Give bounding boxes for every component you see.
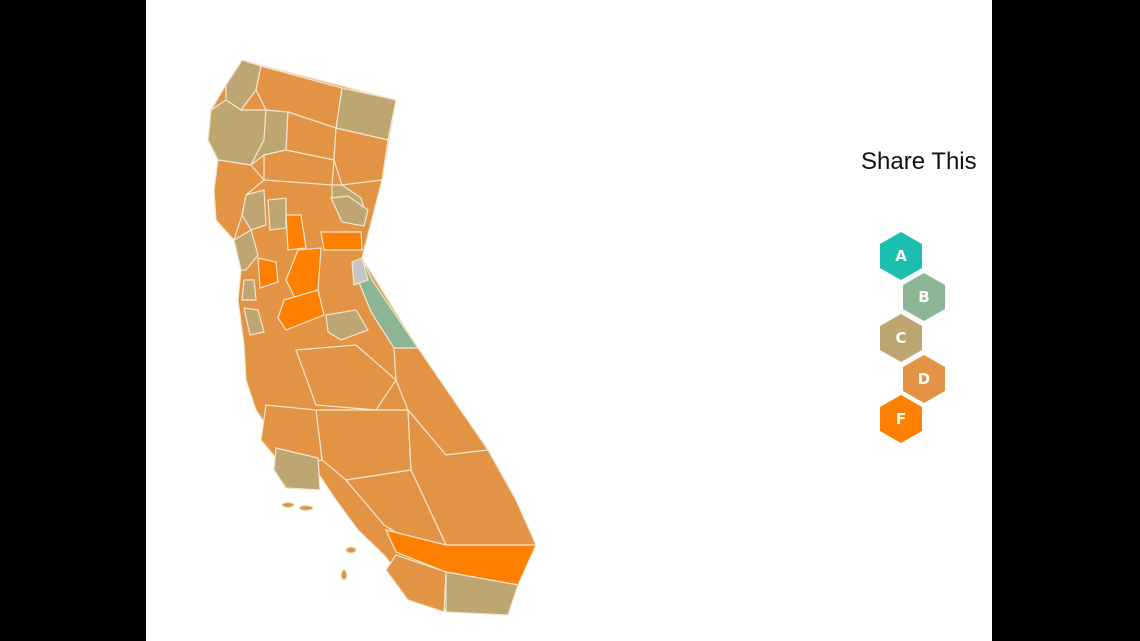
legend-hex-a (880, 232, 922, 280)
legend-item-d: D (903, 355, 945, 403)
county-san-diego (385, 554, 447, 613)
county-lassen (333, 127, 389, 186)
island-santa-cruz (298, 504, 314, 512)
county-napa (257, 257, 279, 289)
county-el-dorado (330, 195, 369, 227)
county-san-mateo (243, 307, 265, 336)
legend-item-b: B (903, 273, 945, 321)
legend-hex-d (903, 355, 945, 403)
grade-legend: A B C D F (880, 232, 945, 443)
county-sutter (285, 214, 307, 251)
county-fresno (295, 344, 397, 411)
legend-hex-f (880, 395, 922, 443)
legend-item-c: C (880, 314, 922, 362)
county-sonoma (233, 229, 259, 271)
county-alpine (351, 257, 369, 286)
county-tuolumne (325, 309, 369, 341)
county-san-joaquin (277, 289, 325, 331)
share-title: Share This (861, 148, 977, 175)
letterbox-right (992, 0, 1140, 641)
legend-hex-c (880, 314, 922, 362)
county-santa-barbara (273, 447, 321, 491)
county-marin (241, 279, 257, 301)
legend-item-a: A (880, 232, 922, 280)
island-santa-rosa (281, 501, 295, 509)
california-county-map[interactable] (146, 0, 992, 641)
legend-label-d: D (918, 370, 930, 388)
legend-label-a: A (895, 247, 907, 265)
legend-hex-b (903, 273, 945, 321)
legend-label-b: B (918, 288, 929, 306)
county-imperial (445, 571, 519, 616)
legend-item-f: F (880, 395, 922, 443)
legend-label-c: C (895, 329, 906, 347)
county-mendocino (213, 159, 265, 242)
island-san-clemente (340, 569, 348, 581)
county-placer (320, 231, 363, 251)
content-area: Share This A B C D F (146, 0, 992, 641)
county-tehama (263, 149, 335, 186)
legend-label-f: F (896, 410, 906, 428)
letterbox-left (0, 0, 146, 641)
island-santa-catalina (345, 546, 357, 554)
county-colusa (267, 197, 287, 231)
